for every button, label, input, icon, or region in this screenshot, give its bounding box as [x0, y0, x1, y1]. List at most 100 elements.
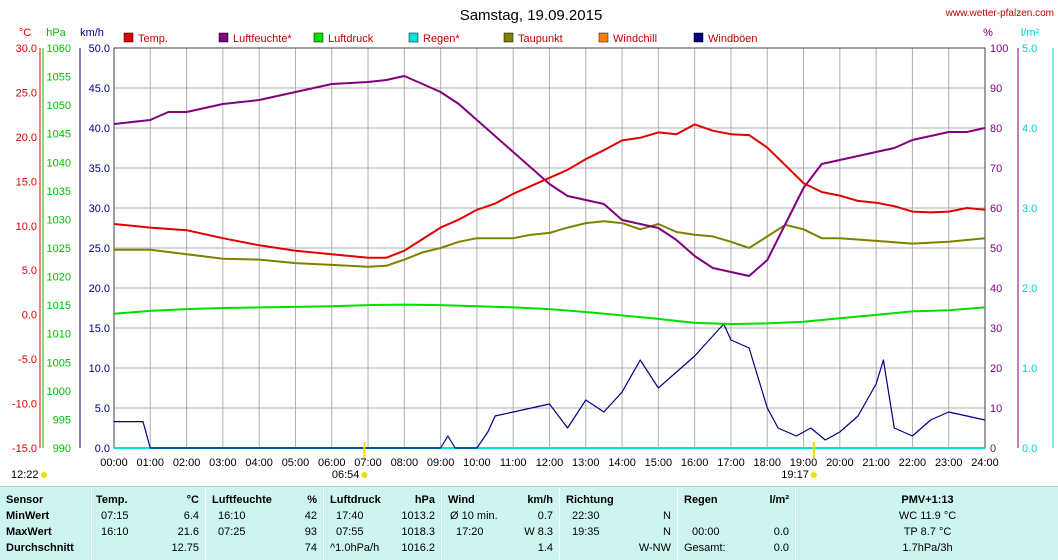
legend-label: Taupunkt [518, 33, 563, 45]
stats-wind-min-value: 0.7 [537, 510, 553, 522]
stats-humidity-min-value: 42 [304, 510, 317, 522]
y-tick-humidity: 80 [990, 123, 1002, 135]
stats-row-avg-label: Durchschnitt [6, 542, 74, 554]
x-tick: 18:00 [753, 457, 781, 469]
series-line-temp [113, 123, 986, 259]
y-tick-humidity: 50 [990, 243, 1002, 255]
x-tick: 00:00 [100, 457, 128, 469]
stats-direction-min-time: 22:30 [572, 510, 600, 522]
moon-icon [41, 472, 47, 478]
stats-pmv-header: PMV+1:13 [901, 494, 954, 506]
y-tick-pressure: 1005 [47, 357, 71, 369]
stats-sensor-header: Sensor [6, 494, 44, 506]
weather-chart: Samstag, 19.09.2015 www.wetter-pfalzen.c… [11, 7, 1054, 481]
y-tick-wind: 35.0 [89, 163, 110, 175]
y-tick-pressure: 1010 [47, 329, 71, 341]
stats-pressure-min-time: 17:40 [336, 510, 364, 522]
stats-row-max-label: MaxWert [6, 526, 52, 538]
x-tick: 06:00 [318, 457, 346, 469]
x-tick: 03:00 [209, 457, 237, 469]
stats-col-rain: Regen l/m² 00:00 0.0 Gesamt: 0.0 [677, 487, 795, 560]
y-tick-humidity: 70 [990, 163, 1002, 175]
legend-label: Temp. [138, 33, 168, 45]
y-tick-humidity: 10 [990, 403, 1002, 415]
sunset-icon [810, 472, 817, 478]
moonrise-label: 12:22 [11, 469, 39, 481]
stats-wind-max-value: W 8.3 [524, 526, 553, 538]
stats-pressure-max-value: 1018.3 [401, 526, 435, 538]
legend-swatch [598, 32, 609, 43]
stats-col-direction: Richtung 22:30 N 19:35 N W-NW [559, 487, 677, 560]
stats-pressure-unit: hPa [414, 494, 435, 506]
y-tick-pressure: 1050 [47, 100, 71, 112]
x-tick: 04:00 [245, 457, 273, 469]
y-tick-rain: 4.0 [1022, 123, 1037, 135]
y-unit-temp: °C [19, 27, 31, 39]
y-tick-humidity: 60 [990, 203, 1002, 215]
stats-wind-header: Wind [448, 494, 475, 506]
stats-direction-min-value: N [663, 510, 671, 522]
series-line-luftdruck [113, 303, 986, 325]
stats-humidity-min-time: 16:10 [218, 510, 246, 522]
y-tick-pressure: 995 [53, 414, 71, 426]
x-tick: 20:00 [826, 457, 854, 469]
y-unit-wind: km/h [80, 27, 104, 39]
sunset-label: 19:17 [781, 469, 809, 481]
y-tick-wind: 5.0 [95, 403, 110, 415]
stats-rain-total-value: 0.0 [773, 542, 789, 554]
stats-direction-max-time: 19:35 [572, 526, 600, 538]
stats-pressure-trend: ^1.0hPa/h [330, 542, 380, 554]
y-tick-rain: 5.0 [1022, 43, 1037, 55]
stats-col-humidity: Luftfeuchte% 16:10 42 07:25 93 74 [205, 487, 323, 560]
stats-pressure-header: Luftdruck [330, 494, 381, 506]
y-tick-wind: 45.0 [89, 83, 110, 95]
statistics-panel: Sensor MinWert MaxWert Durchschnitt Temp… [0, 486, 1058, 560]
y-tick-humidity: 40 [990, 283, 1002, 295]
stats-humidity-max-time: 07:25 [218, 526, 246, 538]
y-tick-humidity: 90 [990, 83, 1002, 95]
y-tick-rain: 1.0 [1022, 363, 1037, 375]
x-tick: 11:00 [500, 457, 527, 469]
stats-pressure-avg-value: 1016.2 [401, 542, 435, 554]
stats-rain-max-time: 00:00 [692, 526, 720, 538]
y-tick-temp: 20.0 [16, 132, 37, 144]
y-tick-pressure: 1025 [47, 243, 71, 255]
y-tick-temp: 30.0 [16, 43, 37, 55]
stats-col-sensor: Sensor MinWert MaxWert Durchschnitt [0, 487, 90, 560]
x-tick: 05:00 [282, 457, 310, 469]
stats-humidity-max-value: 93 [304, 526, 317, 538]
stats-pressure-max-time: 07:55 [336, 526, 364, 538]
y-tick-humidity: 100 [990, 43, 1008, 55]
y-tick-pressure: 1045 [47, 129, 71, 141]
stats-humidity-avg-value: 74 [304, 542, 317, 554]
y-unit-humidity: % [983, 27, 993, 39]
stats-direction-max-value: N [663, 526, 671, 538]
y-tick-temp: 25.0 [16, 87, 37, 99]
legend-label: Regen* [423, 33, 460, 45]
y-tick-humidity: 20 [990, 363, 1002, 375]
x-tick: 21:00 [862, 457, 890, 469]
series-line-luftfeuchte [113, 75, 986, 277]
legend-swatch [408, 32, 419, 43]
stats-rain-header: Regen [684, 494, 718, 506]
stats-temp-max-time: 16:10 [101, 526, 129, 538]
stats-row-min-label: MinWert [6, 510, 50, 522]
stats-temp-unit: °C [186, 494, 199, 506]
x-tick: 17:00 [717, 457, 745, 469]
stats-pressure-min-value: 1013.2 [401, 510, 435, 522]
x-tick: 09:00 [427, 457, 455, 469]
stats-temp-header: Temp. [96, 494, 128, 506]
stats-rain-total-label: Gesamt: [684, 542, 726, 554]
stats-temp-max-value: 21.6 [177, 526, 199, 538]
y-tick-temp: 5.0 [22, 265, 37, 277]
x-tick: 23:00 [935, 457, 963, 469]
legend-swatch [123, 32, 134, 43]
y-tick-rain: 3.0 [1022, 203, 1037, 215]
sunrise-icon [361, 472, 368, 478]
legend: Temp. Luftfeuchte* Luftdruck Regen* Taupunkt… [123, 32, 758, 45]
y-tick-wind: 30.0 [89, 203, 110, 215]
chart-title: Samstag, 19.09.2015 [460, 7, 603, 24]
stats-humidity-unit: % [307, 494, 317, 506]
website-link[interactable]: www.wetter-pfalzen.com [945, 8, 1054, 19]
stats-wind-min-label: Ø 10 min. [450, 510, 498, 522]
